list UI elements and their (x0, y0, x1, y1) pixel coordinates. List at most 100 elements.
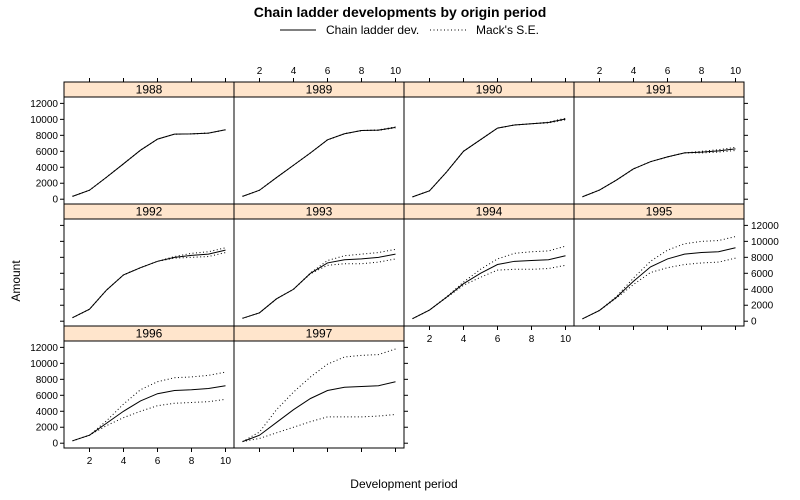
plot-frame-1988 (63, 96, 235, 205)
y-tick-label: 8000 (36, 375, 59, 386)
panel-1991: 1991 2 4 6 8 10 (573, 66, 748, 205)
x-tick-label: 8 (529, 334, 535, 345)
chain-ladder-line-1996 (72, 385, 226, 442)
chain-ladder-line-1993 (242, 253, 396, 319)
y-tick-label: 12000 (751, 221, 779, 232)
mack-se-lower-line-1997 (242, 413, 396, 443)
strip-label-1995: 1995 (646, 205, 673, 219)
y-tick-label: 10000 (30, 115, 58, 126)
x-tick-label: 6 (665, 66, 671, 77)
y-tick-label: 4000 (36, 163, 59, 174)
x-tick-label: 6 (495, 334, 501, 345)
panel-1995: 1995 0 2000 4000 6000 8000 10000 12000 (573, 203, 779, 330)
x-tick-label: 6 (325, 66, 331, 77)
chain-ladder-line-1991 (582, 148, 736, 198)
chain-ladder-line-1994 (412, 255, 566, 320)
strip-label-1993: 1993 (306, 205, 333, 219)
panel-1993: 1993 (233, 203, 405, 327)
strip-label-1994: 1994 (476, 205, 503, 219)
y-tick-label: 12000 (30, 99, 58, 110)
strip-label-1988: 1988 (136, 83, 163, 97)
mack-se-lower-line-1995 (582, 257, 736, 320)
x-tick-label: 4 (291, 66, 297, 77)
panel-1990: 1990 (403, 78, 575, 205)
plot-frame-1993 (233, 218, 405, 327)
x-tick-label: 2 (87, 456, 93, 467)
legend-label-mack-se: Mack's S.E. (476, 23, 539, 37)
chain-ladder-line-1988 (72, 129, 226, 197)
plot-frame-1996 (63, 340, 235, 449)
strip-label-1989: 1989 (306, 83, 333, 97)
mack-se-lower-line-1990 (412, 119, 566, 198)
plot-frame-1990 (403, 96, 575, 205)
mack-se-lower-line-1994 (412, 264, 566, 320)
chain-ladder-line-1992 (72, 249, 226, 319)
mack-se-upper-line-1994 (412, 245, 566, 320)
chain-ladder-line-1995 (582, 247, 736, 320)
strip-label-1996: 1996 (136, 327, 163, 341)
y-tick-label: 2000 (36, 423, 59, 434)
x-tick-label: 2 (427, 334, 433, 345)
y-tick-label: 0 (751, 317, 757, 328)
strip-label-1992: 1992 (136, 205, 163, 219)
chain-ladder-line-1990 (412, 118, 566, 198)
x-tick-label: 8 (359, 66, 365, 77)
y-tick-label: 2000 (751, 301, 774, 312)
mack-se-lower-line-1991 (582, 150, 736, 198)
plot-frame-1995 (573, 218, 745, 327)
x-tick-label: 10 (730, 66, 742, 77)
y-tick-label: 0 (52, 195, 58, 206)
y-tick-label: 2000 (36, 179, 59, 190)
panel-1997: 1997 (233, 325, 408, 452)
y-axis-title: Amount (9, 260, 23, 302)
panel-1988: 1988 0 2000 4000 6000 8000 10000 12000 (30, 78, 235, 206)
y-tick-label: 10000 (751, 237, 779, 248)
mack-se-upper-line-1988 (72, 129, 226, 197)
y-tick-label: 8000 (36, 131, 59, 142)
mack-se-upper-line-1995 (582, 236, 736, 320)
x-tick-label: 10 (390, 66, 402, 77)
chart-title: Chain ladder developments by origin peri… (254, 4, 547, 20)
y-tick-label: 4000 (751, 285, 774, 296)
x-tick-label: 6 (155, 456, 161, 467)
panel-1989: 1989 2 4 6 8 10 (233, 66, 405, 205)
plot-frame-1989 (233, 96, 405, 205)
y-tick-label: 6000 (751, 269, 774, 280)
mack-se-upper-line-1991 (582, 146, 736, 198)
x-tick-label: 4 (631, 66, 637, 77)
mack-se-upper-line-1997 (242, 348, 396, 443)
y-tick-label: 6000 (36, 391, 59, 402)
x-tick-label: 2 (597, 66, 603, 77)
x-tick-label: 10 (560, 334, 572, 345)
mack-se-lower-line-1988 (72, 129, 226, 197)
y-tick-label: 12000 (30, 343, 58, 354)
x-tick-label: 4 (461, 334, 467, 345)
panel-1994: 1994 2 4 6 8 10 (403, 203, 575, 345)
x-tick-label: 10 (220, 456, 232, 467)
x-tick-label: 2 (257, 66, 263, 77)
x-tick-label: 8 (189, 456, 195, 467)
x-tick-label: 8 (699, 66, 705, 77)
x-tick-label: 4 (121, 456, 127, 467)
y-tick-label: 4000 (36, 407, 59, 418)
y-tick-label: 10000 (30, 359, 58, 370)
chain-ladder-line-1997 (242, 381, 396, 443)
panel-1992: 1992 (60, 203, 235, 327)
plot-frame-1992 (63, 218, 235, 327)
legend-label-chain-ladder: Chain ladder dev. (326, 23, 419, 37)
legend: Chain ladder dev. Mack's S.E. (280, 23, 539, 37)
mack-se-upper-line-1990 (412, 117, 566, 198)
y-tick-label: 8000 (751, 253, 774, 264)
panel-1996: 1996 2 4 6 8 10 0 2000 4000 6000 8000 10000 12000 (30, 325, 235, 467)
mack-se-lower-line-1996 (72, 398, 226, 442)
x-axis-title: Development period (350, 477, 457, 491)
mack-se-lower-line-1992 (72, 252, 226, 319)
strip-label-1991: 1991 (646, 83, 673, 97)
chain-ladder-line-1989 (242, 126, 396, 197)
strip-label-1990: 1990 (476, 83, 503, 97)
strip-label-1997: 1997 (306, 327, 333, 341)
y-tick-label: 6000 (36, 147, 59, 158)
mack-se-upper-line-1992 (72, 247, 226, 319)
